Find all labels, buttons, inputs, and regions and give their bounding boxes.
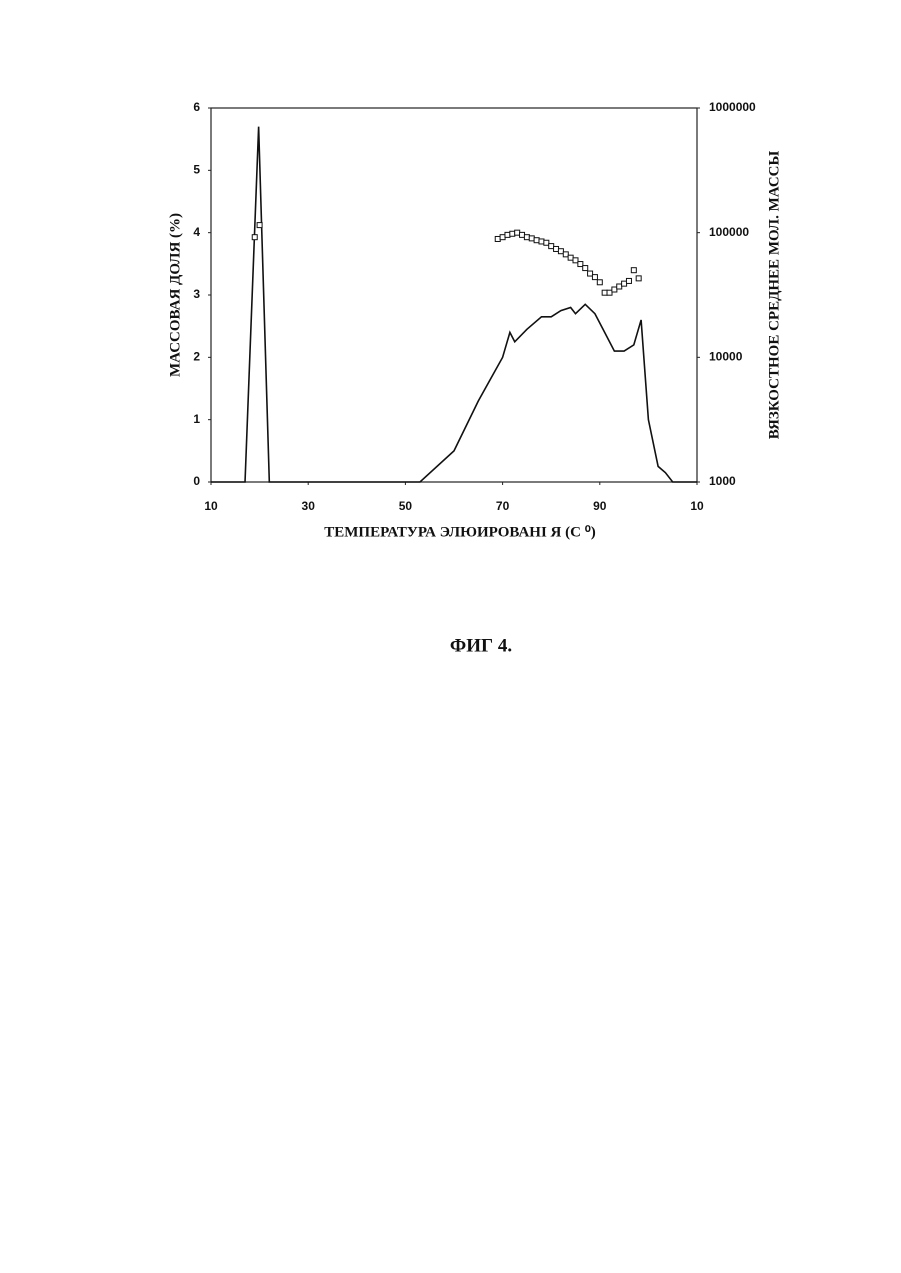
molecular-weight-point bbox=[544, 240, 549, 245]
molecular-weight-point bbox=[617, 284, 622, 289]
y2-tick-label: 1000000 bbox=[709, 100, 756, 114]
x-axis-label: ТЕМПЕРАТУРА ЭЛЮИРОВАНI Я (С ⁰) bbox=[324, 524, 595, 540]
molecular-weight-point bbox=[607, 290, 612, 295]
molecular-weight-point bbox=[539, 239, 544, 244]
x-tick-label: 10 bbox=[690, 499, 704, 513]
molecular-weight-point bbox=[515, 230, 520, 235]
y2-tick-label: 100000 bbox=[709, 225, 749, 239]
y-tick-label: 4 bbox=[193, 225, 200, 239]
molecular-weight-point bbox=[529, 236, 534, 241]
molecular-weight-point bbox=[631, 268, 636, 273]
molecular-weight-point bbox=[534, 238, 539, 243]
y2-axis-label: ВЯЗКОСТНОЕ СРЕДНЕЕ МОЛ. МАССЫ bbox=[766, 151, 782, 440]
molecular-weight-point bbox=[505, 232, 510, 237]
x-tick-label: 90 bbox=[593, 499, 607, 513]
caption: ФИГ 4. bbox=[450, 635, 512, 656]
y2-tick-label: 1000 bbox=[709, 474, 736, 488]
molecular-weight-point bbox=[252, 235, 257, 240]
x-tick-label: 30 bbox=[302, 499, 316, 513]
molecular-weight-point bbox=[602, 290, 607, 295]
y-tick-label: 0 bbox=[193, 474, 200, 488]
molecular-weight-point bbox=[558, 249, 563, 254]
molecular-weight-point bbox=[636, 276, 641, 281]
y2-tick-label: 10000 bbox=[709, 350, 743, 364]
molecular-weight-point bbox=[257, 223, 262, 228]
molecular-weight-point bbox=[520, 232, 525, 237]
molecular-weight-point bbox=[626, 278, 631, 283]
molecular-weight-point bbox=[573, 258, 578, 263]
molecular-weight-point bbox=[568, 255, 573, 260]
molecular-weight-point bbox=[524, 235, 529, 240]
molecular-weight-point bbox=[578, 262, 583, 267]
molecular-weight-point bbox=[549, 244, 554, 249]
x-tick-label: 70 bbox=[496, 499, 510, 513]
y-tick-label: 5 bbox=[193, 163, 200, 177]
x-tick-label: 10 bbox=[204, 499, 218, 513]
y-tick-label: 2 bbox=[193, 350, 200, 364]
y-tick-label: 6 bbox=[193, 100, 200, 114]
molecular-weight-point bbox=[588, 271, 593, 276]
molecular-weight-point bbox=[583, 266, 588, 271]
y-tick-label: 3 bbox=[193, 287, 200, 301]
molecular-weight-point bbox=[495, 236, 500, 241]
molecular-weight-point bbox=[500, 235, 505, 240]
molecular-weight-point bbox=[510, 231, 515, 236]
molecular-weight-point bbox=[597, 280, 602, 285]
molecular-weight-point bbox=[554, 246, 559, 251]
y-tick-label: 1 bbox=[193, 412, 200, 426]
plot-frame bbox=[211, 108, 697, 482]
page: ТЕМПЕРАТУРА ЭЛЮИРОВАНI Я (С ⁰) МАССОВАЯ … bbox=[0, 0, 901, 1273]
molecular-weight-point bbox=[622, 281, 627, 286]
molecular-weight-point bbox=[612, 287, 617, 292]
molecular-weight-point bbox=[563, 252, 568, 257]
x-tick-label: 50 bbox=[399, 499, 413, 513]
molecular-weight-point bbox=[592, 275, 597, 280]
y-axis-label: МАССОВАЯ ДОЛЯ (%) bbox=[167, 213, 183, 377]
mass-fraction-line bbox=[211, 127, 697, 482]
